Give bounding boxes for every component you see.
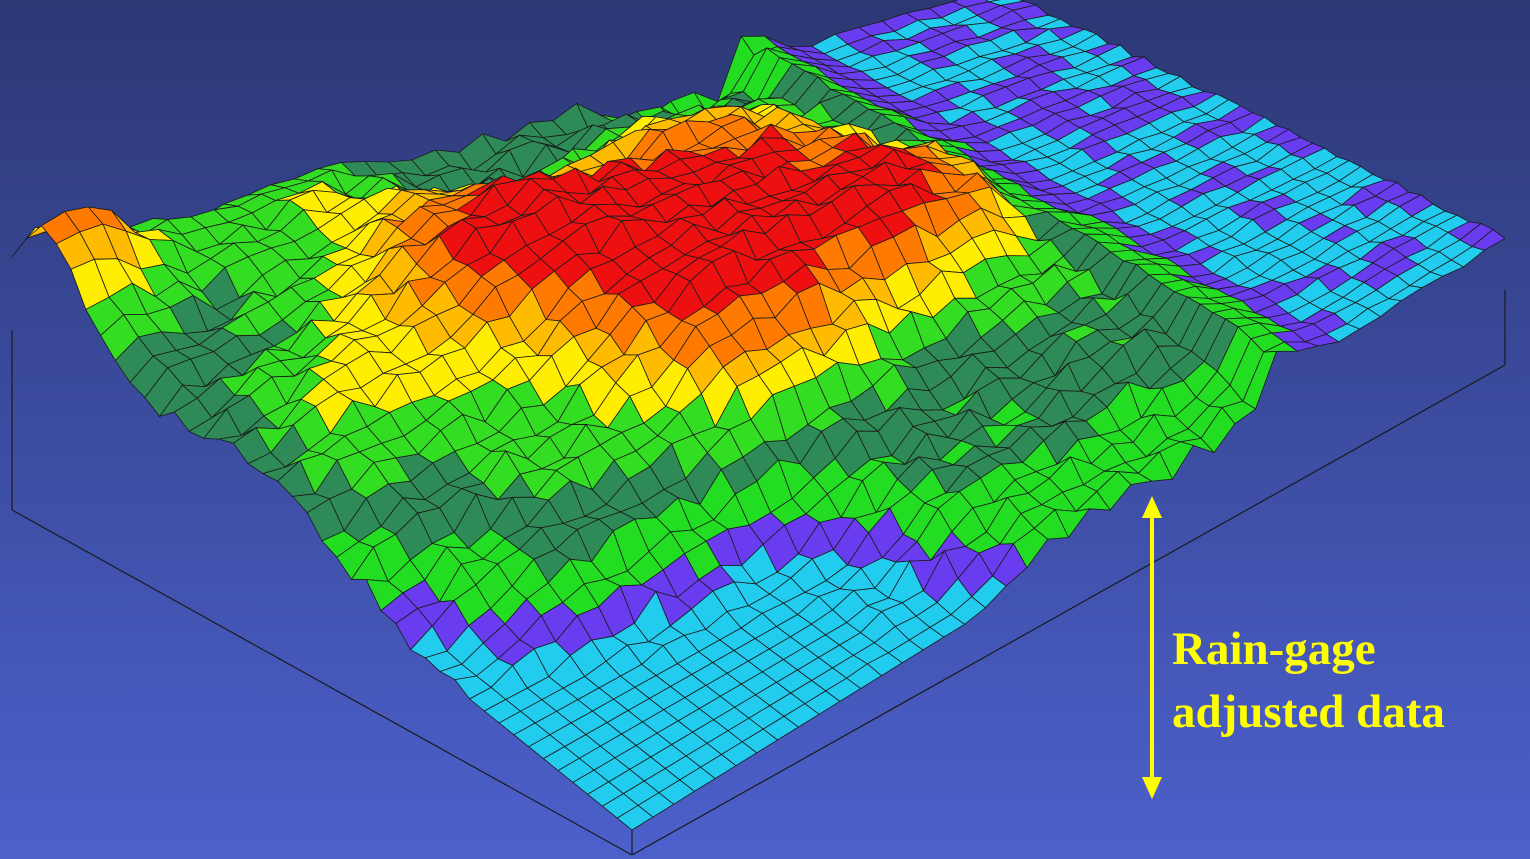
annotation-line: adjusted data bbox=[1172, 686, 1445, 738]
slide: Rain-gage adjusted data bbox=[0, 0, 1530, 859]
page: Rain-gage adjusted data (() => { const d… bbox=[0, 0, 1530, 859]
annotation-line: Rain-gage bbox=[1172, 623, 1376, 675]
